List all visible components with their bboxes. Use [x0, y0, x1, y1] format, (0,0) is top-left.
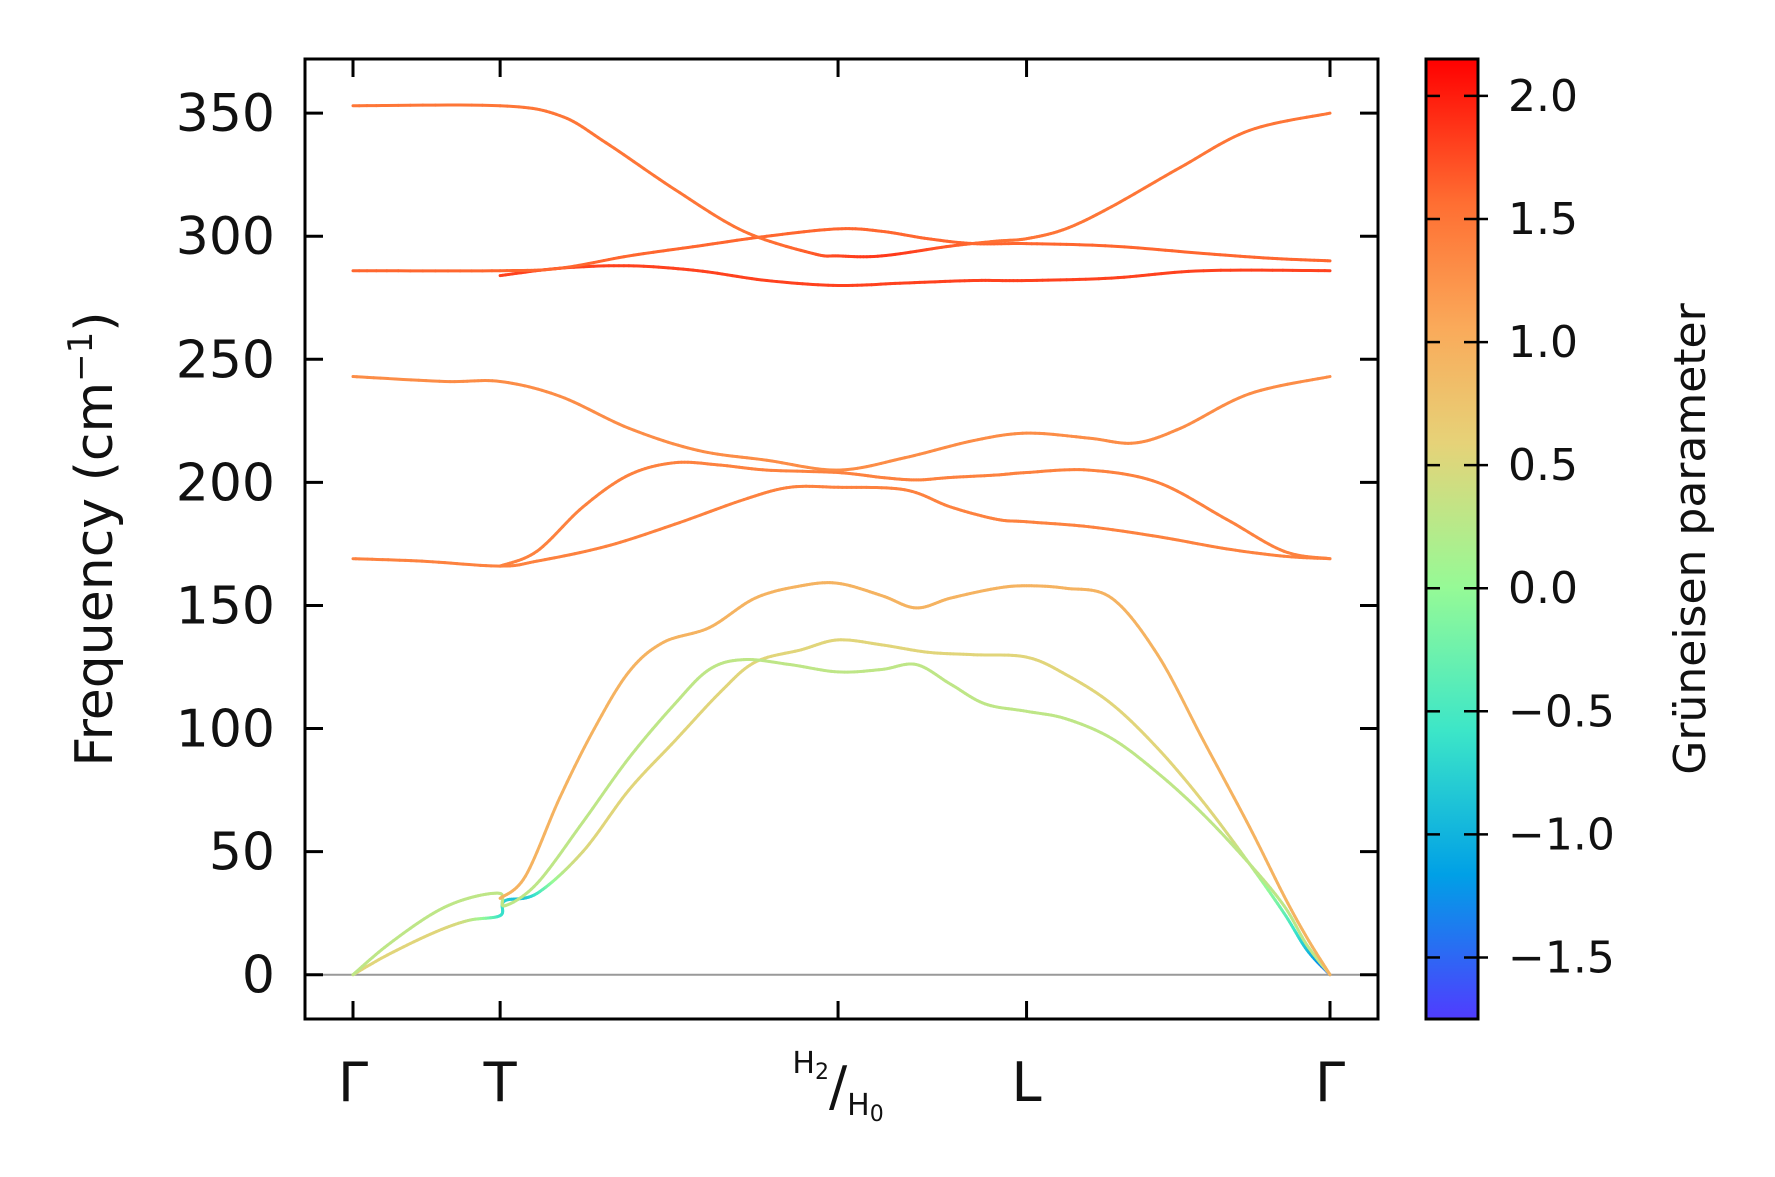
colorbar-tick-label: −1.5 — [1508, 932, 1615, 983]
colorbar-tick-label: 1.5 — [1508, 194, 1578, 245]
x-tick-label: T — [483, 1051, 518, 1114]
series-optical-6 — [351, 103, 1332, 259]
plot-frame — [303, 57, 1380, 1021]
colorbar-label: Grüneisen parameter — [1665, 302, 1716, 774]
colorbar-tick-label: −0.5 — [1508, 686, 1615, 737]
y-tick-label: 300 — [176, 207, 275, 267]
x-tick-label: Γ — [1315, 1051, 1345, 1114]
y-tick-label: 250 — [176, 330, 275, 390]
series-acoustic-2 — [351, 658, 1332, 977]
series-acoustic-1 — [351, 638, 1332, 977]
colorbar-tick-label: 0.5 — [1508, 440, 1578, 491]
y-tick-label: 150 — [176, 576, 275, 636]
y-tick-label: 50 — [209, 823, 275, 883]
series-optical-4 — [498, 264, 1332, 288]
colorbar-tick-label: 2.0 — [1508, 71, 1578, 122]
y-tick-label: 0 — [242, 946, 275, 1006]
y-tick-label: 350 — [176, 84, 275, 144]
y-axis-label: Frequency (cm−1) — [61, 311, 125, 766]
x-tick-label-fraction: H2/H0 — [792, 1046, 883, 1127]
colorbar-tick-label: 1.0 — [1508, 317, 1578, 368]
series-optical-5 — [351, 227, 1332, 273]
colorbar — [1424, 57, 1480, 1021]
colorbar-tick-label: 0.0 — [1508, 563, 1578, 614]
band-segment — [1325, 375, 1332, 379]
x-tick-label: L — [1012, 1051, 1042, 1114]
x-tick-label: Γ — [338, 1051, 368, 1114]
y-tick-label: 200 — [176, 453, 275, 513]
series-optical-2 — [498, 460, 1332, 568]
series-acoustic-3 — [498, 581, 1332, 977]
band-segment — [1325, 111, 1332, 116]
y-tick-label: 100 — [176, 700, 275, 760]
series-optical-3 — [351, 375, 1332, 472]
series-optical-1 — [351, 484, 1332, 568]
colorbar-tick-label: −1.0 — [1508, 809, 1615, 860]
band-segment — [1327, 971, 1332, 977]
